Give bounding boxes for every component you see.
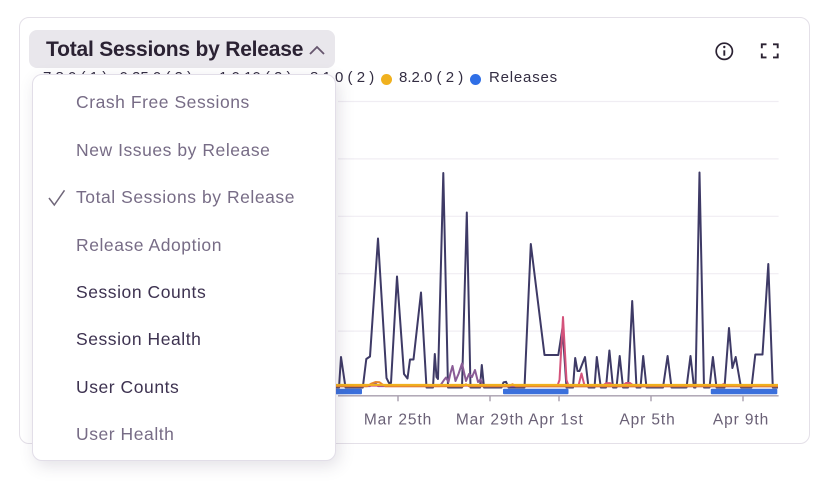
svg-text:Apr 5th: Apr 5th <box>619 412 675 429</box>
svg-text:Mar 25th: Mar 25th <box>364 412 432 429</box>
svg-text:Apr 1st: Apr 1st <box>528 412 583 429</box>
svg-text:Apr 9th: Apr 9th <box>713 412 769 429</box>
svg-text:Mar 29th: Mar 29th <box>456 412 524 429</box>
